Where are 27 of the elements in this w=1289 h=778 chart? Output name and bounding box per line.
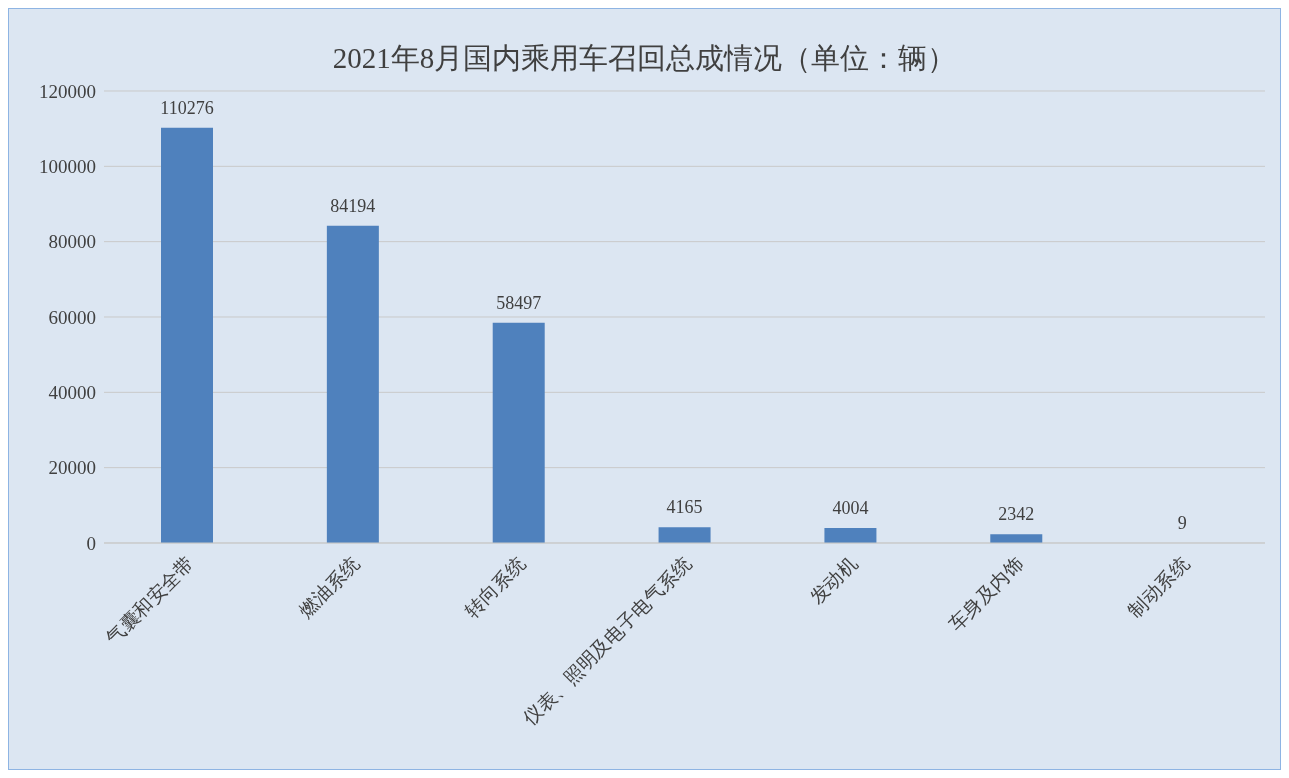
data-label: 4004 xyxy=(832,497,869,518)
y-tick-label: 80000 xyxy=(48,231,96,253)
bar xyxy=(990,534,1043,543)
bar xyxy=(658,527,711,543)
x-tick-label: 车身及内饰 xyxy=(945,552,1028,635)
bar xyxy=(824,527,877,543)
data-label: 4165 xyxy=(666,497,703,518)
bar xyxy=(326,225,379,543)
x-tick-label: 转向系统 xyxy=(460,552,530,622)
x-tick-label: 燃油系统 xyxy=(295,552,364,622)
data-label: 84194 xyxy=(330,195,376,216)
data-label: 9 xyxy=(1177,512,1187,533)
y-tick-label: 0 xyxy=(86,532,96,554)
bar xyxy=(161,127,213,543)
x-tick-label: 气囊和安全带 xyxy=(102,552,198,649)
data-label: 58497 xyxy=(496,292,542,313)
y-tick-label: 40000 xyxy=(48,382,96,404)
y-tick-label: 20000 xyxy=(48,457,96,479)
x-tick-label: 制动系统 xyxy=(1124,552,1193,622)
x-tick-label: 发动机 xyxy=(806,552,862,609)
y-tick-label: 120000 xyxy=(39,80,96,102)
bar xyxy=(492,322,545,543)
data-label: 110276 xyxy=(160,97,214,118)
y-tick-label: 100000 xyxy=(39,156,96,178)
chart-title: 2021年8月国内乘用车召回总成情况（单位：辆） xyxy=(332,42,957,74)
y-tick-label: 60000 xyxy=(48,306,96,328)
data-label: 2342 xyxy=(998,504,1035,525)
